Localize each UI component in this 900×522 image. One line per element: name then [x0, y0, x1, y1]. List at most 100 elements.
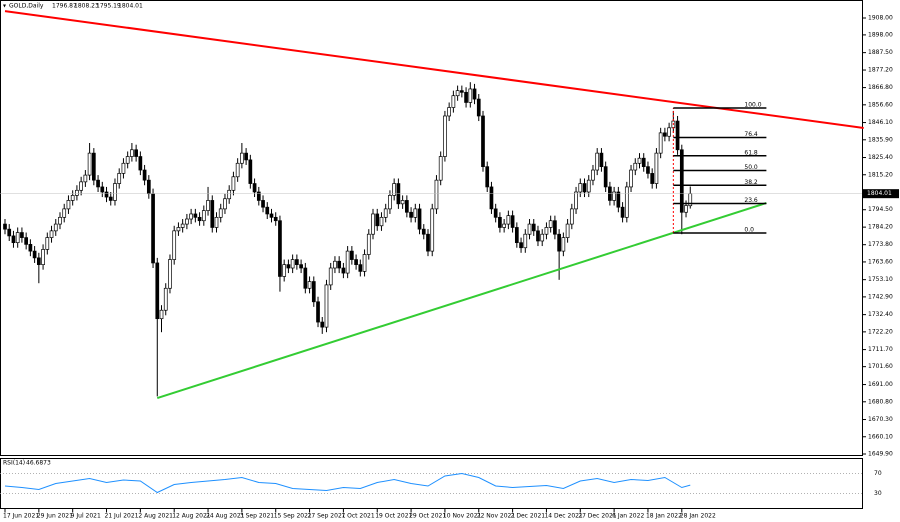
rsi-frame: [0, 458, 863, 509]
candle-body: [3, 223, 7, 230]
candle-body: [189, 213, 193, 220]
x-tick-label: 29 Jun 2021: [37, 513, 73, 520]
candle-body: [295, 259, 299, 265]
y-tick-label: 1846.10: [868, 119, 893, 126]
candle-body: [197, 216, 202, 222]
candle-body: [557, 233, 561, 252]
candle-body: [316, 301, 320, 323]
symbol-arrow: ▾: [3, 3, 6, 10]
candle-body: [641, 157, 646, 168]
y-tick-label: 1835.90: [868, 136, 893, 143]
x-tick-label: 19 Oct 2021: [375, 513, 412, 520]
candle-body: [223, 198, 227, 210]
y-tick-label: 1815.20: [868, 171, 893, 178]
fib-label: 23.6: [744, 197, 758, 204]
candle-body: [582, 183, 587, 193]
main-frame: [0, 0, 863, 456]
candle-body: [121, 162, 126, 174]
candle-body: [159, 309, 164, 320]
candle-body: [163, 287, 168, 311]
candle-body: [514, 227, 519, 244]
candle-body: [125, 156, 130, 164]
header-close: 1804.01: [118, 3, 143, 10]
y-tick-label: 1856.60: [868, 101, 893, 108]
candle-body: [32, 250, 37, 259]
candle-body: [675, 120, 680, 151]
candle-body: [565, 223, 570, 238]
x-tick-label: 14 Dec 2021: [544, 513, 583, 520]
y-tick-label: 1722.20: [868, 328, 893, 335]
x-tick-label: 2 Aug 2021: [138, 513, 173, 520]
candle-body: [328, 267, 333, 286]
candle-body: [49, 230, 54, 238]
candle-body: [658, 132, 663, 154]
candle-body: [409, 211, 413, 218]
candle-body: [83, 174, 88, 183]
candle-body: [100, 186, 105, 193]
candle-body: [413, 208, 418, 218]
candle-body: [612, 191, 616, 201]
y-tick-label: 1711.70: [868, 346, 893, 353]
candle-body: [451, 95, 456, 108]
candle-body: [193, 213, 198, 218]
candle-body: [303, 267, 308, 289]
candle-body: [595, 152, 600, 171]
candle-body: [443, 115, 447, 157]
candle-body: [506, 215, 511, 225]
fib-label: 76.4: [744, 131, 758, 138]
candle-body: [400, 200, 405, 205]
y-tick-label: 1773.80: [868, 241, 893, 248]
candle-body: [354, 259, 358, 265]
candle-body: [540, 233, 545, 242]
candle-body: [527, 223, 532, 235]
x-tick-label: 27 Dec 2021: [578, 513, 617, 520]
header: ▾ GOLD,Daily: [3, 3, 44, 10]
candle-body: [134, 149, 138, 157]
fib-label: 38.2: [744, 179, 758, 186]
candle-body: [273, 216, 278, 222]
candle-body: [468, 88, 473, 103]
candle-body: [371, 213, 375, 235]
candle-body: [58, 216, 62, 225]
candle-body: [586, 179, 591, 193]
candle-body: [176, 227, 181, 232]
x-tick-label: 21 Jul 2021: [105, 513, 139, 520]
y-tick-label: 1877.20: [868, 67, 893, 74]
candle-body: [654, 152, 659, 184]
candle-body: [11, 235, 16, 244]
candle-body: [333, 260, 337, 269]
x-tick-label: 28 Jan 2022: [680, 513, 716, 520]
candle-body: [299, 264, 303, 269]
candle-body: [510, 215, 515, 228]
rsi-line: [4, 472, 691, 494]
candle-body: [130, 149, 134, 157]
x-tick-label: 7 Oct 2021: [341, 513, 374, 520]
candle-body: [684, 205, 688, 213]
candle-body: [624, 186, 629, 218]
candle-body: [405, 200, 409, 213]
x-tick-label: 9 Jul 2021: [71, 513, 101, 520]
candle-body: [548, 220, 553, 228]
price-box: [863, 189, 899, 199]
rsi-name: RSI(14): [3, 460, 25, 467]
x-tick-label: 3 Sep 2021: [240, 513, 274, 520]
y-tick-label: 1866.80: [868, 84, 893, 91]
candle-body: [455, 90, 460, 97]
candle-body: [523, 233, 528, 249]
candle-body: [45, 237, 50, 250]
candle-body: [180, 223, 185, 228]
fib-label: 50.0: [744, 164, 758, 171]
fib-label: 61.8: [744, 149, 758, 156]
candle-body: [599, 152, 604, 168]
candle-body: [663, 132, 667, 137]
x-tick-label: 27 Sep 2021: [308, 513, 346, 520]
candle-body: [569, 208, 574, 225]
candle-body: [66, 200, 71, 210]
candle-body: [578, 183, 583, 193]
candle-body: [438, 156, 443, 181]
header-open: 1796.87: [52, 3, 77, 10]
candle-body: [620, 206, 625, 218]
candle-body: [235, 162, 240, 178]
candle-body: [633, 162, 638, 171]
